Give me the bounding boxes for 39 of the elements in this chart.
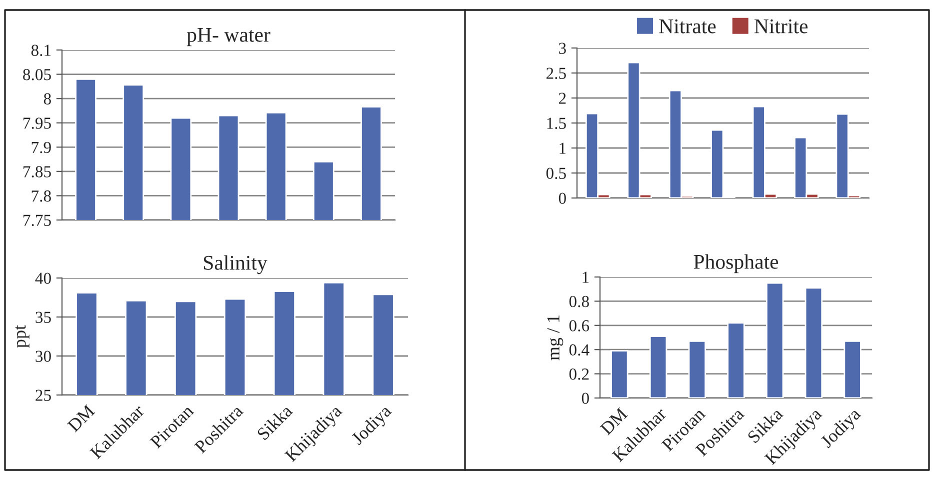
bar [610,350,628,398]
bar [804,287,823,398]
y-tick-label: 8.1 [31,44,51,56]
y-axis-title: ppt [15,325,30,348]
chart-title: Phosphate [694,254,778,274]
y-tick-label: 0 [558,192,566,204]
y-tick-label: 1 [582,272,589,283]
y-tick-label: 3 [559,42,566,54]
y-tick-label: 40 [35,272,51,284]
chart-title: Salinity [204,255,268,274]
bar [649,336,668,398]
y-tick-label: 30 [36,350,51,362]
y-tick-label: 0.5 [546,168,566,180]
bar [688,340,706,398]
y-tick-label: 8 [44,93,51,105]
y-tick-label: 2 [558,92,566,104]
y-tick-label: 2.5 [546,68,566,80]
y-tick-label: 0.2 [569,368,589,380]
y-tick-label: 0.8 [569,296,589,308]
bar [727,322,745,398]
y-tick-label: 1 [560,142,566,154]
y-tick-label: 7.85 [24,166,51,178]
y-tick-label: 0.6 [569,320,590,332]
bar [844,340,862,398]
y-tick-label: 7.9 [32,142,51,154]
y-tick-label: 1.5 [547,118,566,130]
y-tick-label: 35 [36,312,51,323]
y-tick-label: 0.4 [569,344,590,356]
y-tick-label: 8.05 [23,68,51,80]
y-tick-label: 25 [36,390,51,401]
legend-label: Nitrite [754,19,808,34]
bar [766,282,784,398]
y-tick-label: 7.75 [24,214,51,226]
y-tick-label: 7.8 [32,190,51,202]
chart-title: pH- water [186,28,270,46]
y-tick-label: 7.95 [24,118,51,129]
y-tick-label: 0 [582,392,589,404]
y-axis-title: mg / 1 [547,316,564,360]
legend-label: Nitrate [659,19,716,34]
